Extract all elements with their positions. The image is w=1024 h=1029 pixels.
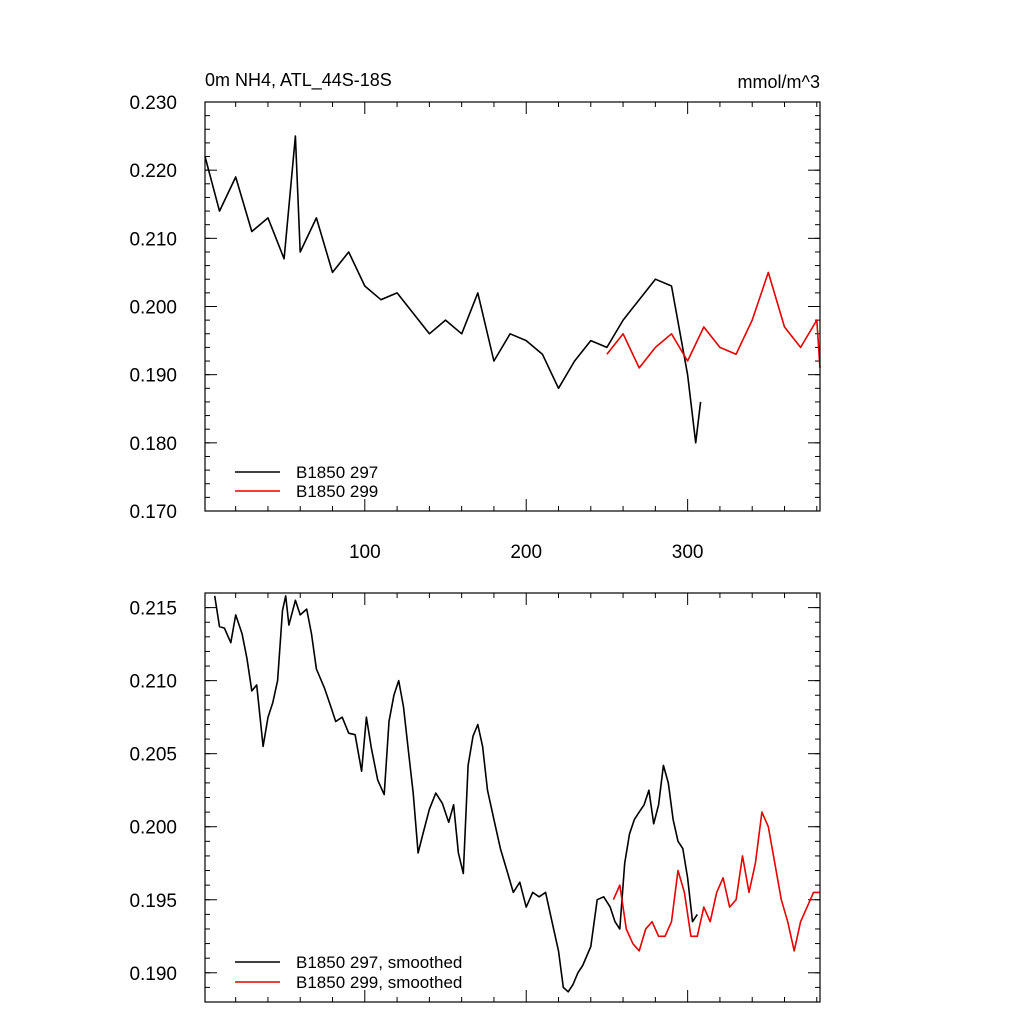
y-tick-label: 0.210 — [129, 672, 177, 693]
top-series-lines — [204, 135, 821, 444]
top-panel: 0m NH4, ATL_44S-18S mmol/m^3 0.1700.1800… — [129, 70, 821, 563]
bottom-major-ticks — [205, 593, 820, 1002]
bottom-series-lines — [213, 595, 820, 993]
y-tick-label: 0.210 — [129, 229, 177, 250]
bottom-legend-label-297: B1850 297, smoothed — [296, 953, 462, 972]
top-legend: B1850 297 B1850 299 — [235, 463, 378, 501]
y-tick-label: 0.220 — [129, 161, 177, 182]
bottom-plot-frame — [204, 592, 821, 1003]
y-tick-label: 0.200 — [129, 298, 177, 319]
y-tick-label: 0.205 — [129, 745, 177, 766]
bottom-y-tick-labels: 0.190 0.195 0.200 0.205 0.210 0.215 — [129, 599, 177, 985]
series-line-b1850-299-smoothed — [612, 811, 820, 952]
top-panel-units-label: mmol/m^3 — [738, 72, 820, 92]
y-tick-label: 0.170 — [129, 502, 177, 523]
top-y-tick-labels: 0.170 0.180 0.190 0.200 0.210 0.220 0.230 — [129, 93, 177, 523]
top-plot-frame — [204, 101, 821, 512]
bottom-legend-label-299: B1850 299, smoothed — [296, 973, 462, 992]
y-tick-label: 0.230 — [129, 93, 177, 114]
series-line-b1850-299 — [606, 271, 821, 369]
x-tick-label: 200 — [510, 542, 542, 563]
top-panel-title: 0m NH4, ATL_44S-18S — [205, 70, 392, 91]
y-tick-label: 0.180 — [129, 434, 177, 455]
y-tick-label: 0.190 — [129, 366, 177, 387]
bottom-minor-ticks — [205, 592, 820, 1003]
y-tick-label: 0.215 — [129, 599, 177, 620]
top-legend-label-299: B1850 299 — [296, 482, 378, 501]
top-x-tick-labels: 100 200 300 — [349, 542, 704, 563]
bottom-panel: 0.190 0.195 0.200 0.205 0.210 0.215 B1850 297… — [129, 592, 821, 1003]
x-tick-label: 300 — [672, 542, 704, 563]
x-tick-label: 100 — [349, 542, 381, 563]
bottom-legend: B1850 297, smoothed B1850 299, smoothed — [235, 953, 462, 992]
y-tick-label: 0.190 — [129, 964, 177, 985]
top-legend-label-297: B1850 297 — [296, 463, 378, 482]
series-line-b1850-297 — [204, 135, 702, 444]
series-line-b1850-297-smoothed — [213, 595, 698, 993]
y-tick-label: 0.200 — [129, 818, 177, 839]
y-tick-label: 0.195 — [129, 891, 177, 912]
